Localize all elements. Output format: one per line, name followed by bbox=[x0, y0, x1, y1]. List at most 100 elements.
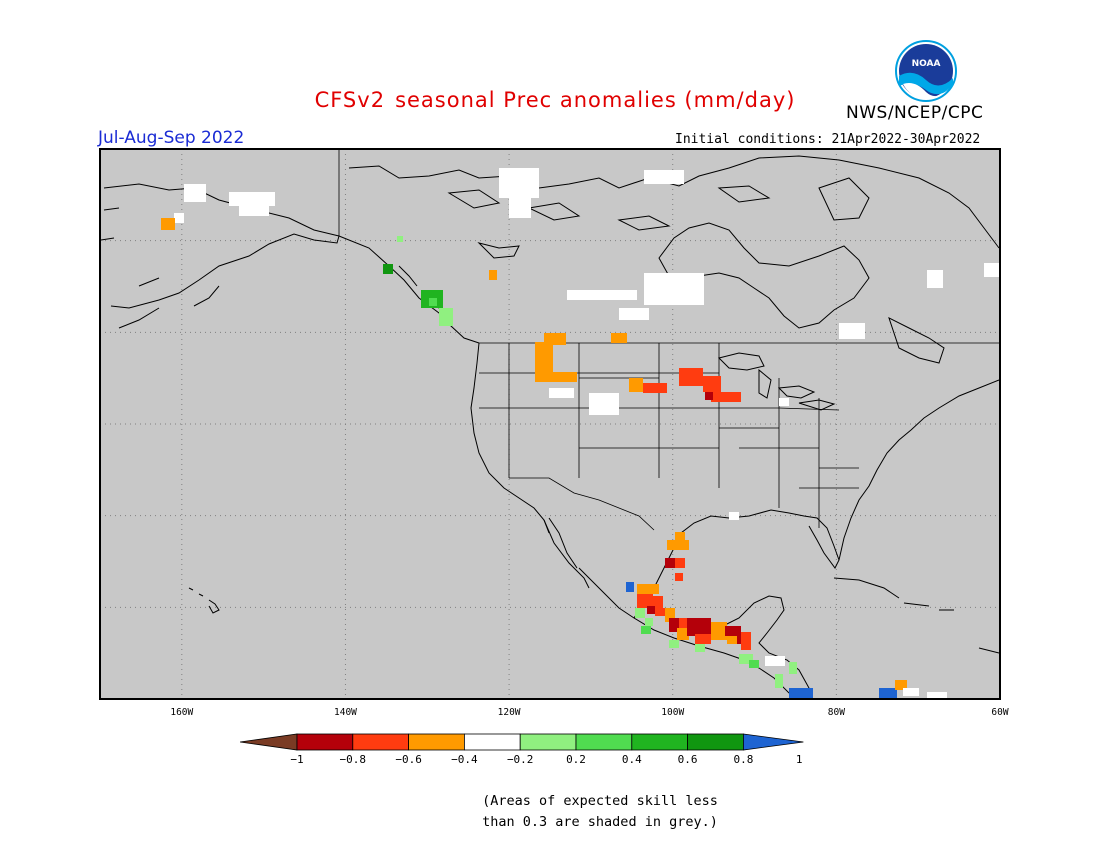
colorbar-box bbox=[742, 733, 804, 751]
anomaly-cell bbox=[174, 213, 184, 223]
colorbar-box bbox=[240, 733, 298, 751]
chart-title: CFSv2 seasonal Prec anomalies (mm/day) bbox=[0, 88, 1100, 112]
anomaly-cell bbox=[679, 368, 703, 386]
colorbar-label: −0.6 bbox=[395, 753, 422, 766]
colorbar-label: −0.8 bbox=[340, 753, 367, 766]
anomaly-cell bbox=[629, 378, 643, 392]
anomaly-cell bbox=[675, 532, 685, 540]
skill-note: (Areas of expected skill less than 0.3 a… bbox=[400, 791, 800, 833]
anomaly-cell bbox=[637, 584, 659, 594]
title-rest: seasonal Prec anomalies (mm/day) bbox=[395, 88, 796, 112]
colorbar-box bbox=[631, 733, 688, 751]
colorbar-label: 0.8 bbox=[733, 753, 753, 766]
anomaly-cell bbox=[644, 273, 704, 305]
anomaly-cell bbox=[655, 608, 665, 616]
anomaly-cell bbox=[879, 688, 897, 698]
map-frame bbox=[99, 148, 1001, 700]
agency-label: NWS/NCEP/CPC bbox=[846, 103, 984, 123]
anomaly-cell bbox=[703, 376, 721, 392]
anomaly-cell bbox=[669, 640, 679, 648]
colorbar-label: −0.2 bbox=[507, 753, 534, 766]
anomaly-cell bbox=[927, 270, 943, 288]
anomaly-cell bbox=[741, 632, 751, 650]
anomaly-cell bbox=[619, 308, 649, 320]
colorbar-box bbox=[352, 733, 410, 751]
anomaly-cell bbox=[626, 582, 634, 592]
colorbar-label: 0.6 bbox=[678, 753, 698, 766]
anomaly-cell bbox=[637, 594, 653, 608]
lon-label: 140W bbox=[334, 707, 357, 718]
anomaly-cell bbox=[429, 298, 437, 306]
anomaly-cell bbox=[775, 674, 783, 688]
anomaly-cell bbox=[789, 662, 797, 674]
colorbar-label: −1 bbox=[290, 753, 303, 766]
anomaly-cell bbox=[903, 688, 919, 696]
anomaly-cell bbox=[705, 392, 713, 400]
anomaly-cell bbox=[984, 263, 1000, 277]
anomaly-cell bbox=[644, 170, 684, 184]
colorbar-labels: −1 −0.8 −0.6 −0.4 −0.2 0.2 0.4 0.6 0.8 1 bbox=[290, 753, 802, 766]
colorbar-box bbox=[687, 733, 744, 751]
anomaly-cell bbox=[647, 606, 655, 614]
anomaly-cell bbox=[695, 634, 711, 644]
anomaly-cell bbox=[675, 573, 683, 581]
anomaly-cell bbox=[653, 596, 663, 610]
anomaly-cell bbox=[567, 290, 637, 300]
anomaly-cell bbox=[645, 618, 653, 626]
lon-label: 120W bbox=[498, 707, 521, 718]
anomaly-cell bbox=[665, 608, 675, 622]
anomaly-cell bbox=[509, 196, 531, 218]
anomaly-cell bbox=[695, 644, 705, 652]
anomaly-cell bbox=[489, 270, 497, 280]
anomaly-cell bbox=[161, 218, 175, 230]
colorbar-box bbox=[575, 733, 633, 751]
anomaly-cell bbox=[839, 323, 865, 339]
colorbar-label: −0.4 bbox=[451, 753, 478, 766]
anomaly-cell bbox=[675, 558, 685, 568]
anomaly-cell bbox=[789, 688, 813, 698]
note-line-1: (Areas of expected skill less bbox=[482, 793, 718, 809]
anomaly-cell bbox=[711, 392, 741, 402]
anomaly-cell bbox=[229, 192, 275, 206]
colorbar-label: 0.2 bbox=[566, 753, 586, 766]
lon-label: 160W bbox=[170, 707, 193, 718]
noaa-logo: NOAA bbox=[895, 40, 957, 102]
colorbar-label: 1 bbox=[796, 753, 803, 766]
anomaly-cell bbox=[641, 626, 651, 634]
colorbar-label: 0.4 bbox=[622, 753, 642, 766]
anomaly-cell bbox=[711, 622, 727, 640]
anomaly-cell bbox=[589, 393, 619, 415]
initial-conditions: Initial conditions: 21Apr2022-30Apr2022 bbox=[675, 132, 981, 147]
anomaly-cell bbox=[667, 540, 689, 550]
anomaly-cell bbox=[549, 388, 574, 398]
lon-label: 60W bbox=[991, 707, 1008, 718]
anomaly-cell bbox=[677, 628, 689, 640]
anomaly-cell bbox=[729, 512, 739, 520]
note-line-2: than 0.3 are shaded in grey.) bbox=[482, 814, 718, 830]
anomaly-cell bbox=[239, 204, 269, 216]
anomaly-cell bbox=[551, 372, 577, 382]
anomaly-cell bbox=[739, 654, 753, 664]
logo-text: NOAA bbox=[912, 59, 941, 69]
anomaly-cell bbox=[669, 618, 679, 632]
colorbar-boxes bbox=[240, 733, 804, 751]
anomaly-cell bbox=[611, 333, 627, 343]
anomaly-cell bbox=[727, 636, 737, 644]
anomaly-cell bbox=[439, 308, 453, 326]
anomaly-cell bbox=[184, 184, 206, 202]
anomaly-cell bbox=[687, 618, 711, 636]
title-model: CFSv2 bbox=[314, 88, 386, 112]
lon-labels: 160W 140W 120W 100W 80W 60W bbox=[170, 707, 1008, 718]
anomaly-cell bbox=[635, 608, 645, 618]
anomaly-cell bbox=[895, 680, 907, 690]
anomaly-cell bbox=[765, 656, 785, 666]
colorbar-box bbox=[408, 733, 465, 751]
anomaly-cell bbox=[927, 692, 947, 698]
colorbar-box bbox=[296, 733, 354, 751]
colorbar: −1 −0.8 −0.6 −0.4 −0.2 0.2 0.4 0.6 0.8 1 bbox=[240, 733, 804, 766]
anomaly-cell bbox=[397, 236, 403, 242]
colorbar-box bbox=[463, 733, 521, 751]
anomaly-cell bbox=[749, 660, 759, 668]
colorbar-box bbox=[519, 733, 577, 751]
anomaly-cell bbox=[665, 558, 675, 568]
